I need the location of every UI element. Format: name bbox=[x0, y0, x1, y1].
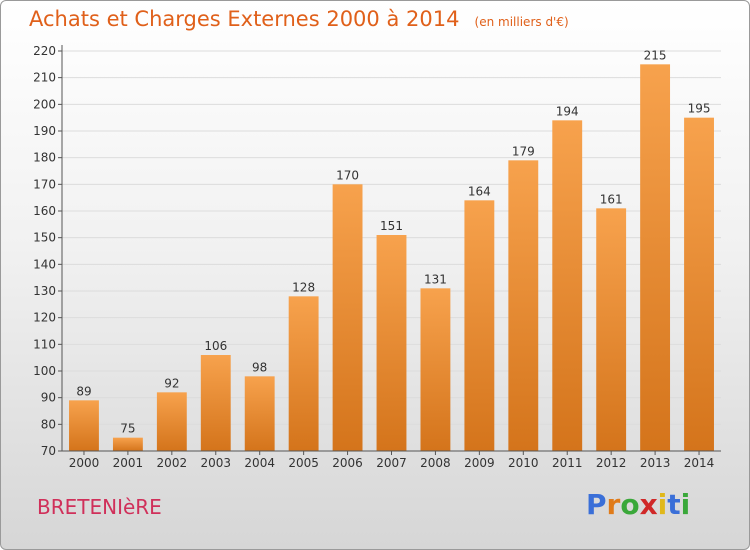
data-label: 195 bbox=[688, 102, 711, 116]
y-tick-label: 180 bbox=[33, 151, 56, 165]
x-tick-label: 2009 bbox=[464, 456, 495, 470]
y-tick-label: 210 bbox=[33, 71, 56, 85]
y-tick-label: 90 bbox=[41, 391, 56, 405]
data-label: 151 bbox=[380, 219, 403, 233]
data-label: 128 bbox=[292, 280, 315, 294]
axes bbox=[58, 45, 721, 455]
x-tick-label: 2003 bbox=[200, 456, 231, 470]
bar-2002 bbox=[156, 392, 187, 451]
x-tick-label: 2005 bbox=[288, 456, 319, 470]
bars bbox=[69, 64, 714, 452]
bar-2003 bbox=[200, 355, 231, 451]
data-label: 170 bbox=[336, 168, 359, 182]
y-tick-label: 190 bbox=[33, 124, 56, 138]
x-tick-label: 2000 bbox=[69, 456, 100, 470]
y-tick-label: 200 bbox=[33, 97, 56, 111]
logo-letter: o bbox=[620, 488, 640, 521]
y-tick-label: 120 bbox=[33, 311, 56, 325]
x-tick-label: 2004 bbox=[244, 456, 275, 470]
x-tick-label: 2013 bbox=[640, 456, 671, 470]
y-tick-label: 110 bbox=[33, 337, 56, 351]
y-tick-label: 100 bbox=[33, 364, 56, 378]
y-tick-label: 80 bbox=[41, 417, 56, 431]
location-label: BRETENIèRE bbox=[37, 495, 162, 519]
bar-2006 bbox=[332, 184, 363, 452]
y-tick-label: 150 bbox=[33, 231, 56, 245]
bar-2009 bbox=[464, 200, 495, 451]
y-tick-label: 170 bbox=[33, 177, 56, 191]
bar-2000 bbox=[69, 400, 99, 451]
data-label: 161 bbox=[600, 192, 623, 206]
bar-2005 bbox=[288, 296, 319, 451]
x-tick-label: 2011 bbox=[552, 456, 583, 470]
x-tick-label: 2002 bbox=[157, 456, 188, 470]
y-tick-label: 140 bbox=[33, 257, 56, 271]
x-tick-label: 2006 bbox=[332, 456, 363, 470]
x-tick-label: 2001 bbox=[113, 456, 144, 470]
logo-letter: i bbox=[657, 488, 668, 521]
y-tick-label: 70 bbox=[41, 444, 56, 458]
logo-letter: t bbox=[667, 488, 681, 521]
data-label: 75 bbox=[120, 422, 135, 436]
data-label: 194 bbox=[556, 104, 579, 118]
y-tick-label: 220 bbox=[33, 44, 56, 58]
logo-letter: i bbox=[680, 488, 691, 521]
bar-2001 bbox=[112, 437, 143, 451]
data-label: 179 bbox=[512, 144, 535, 158]
title-row: Achats et Charges Externes 2000 à 2014 (… bbox=[29, 7, 569, 31]
chart-title: Achats et Charges Externes 2000 à 2014 bbox=[29, 7, 460, 31]
x-tick-label: 2014 bbox=[684, 456, 715, 470]
y-tick-label: 130 bbox=[33, 284, 56, 298]
bar-2007 bbox=[376, 235, 407, 451]
data-label: 131 bbox=[424, 272, 447, 286]
bar-2013 bbox=[640, 64, 671, 452]
x-tick-label: 2007 bbox=[376, 456, 407, 470]
bar-2012 bbox=[596, 208, 627, 451]
labels: 7080901001101201301401501601701801902002… bbox=[33, 44, 714, 470]
proxiti-logo: Proxiti bbox=[586, 488, 690, 521]
y-tick-label: 160 bbox=[33, 204, 56, 218]
x-tick-label: 2012 bbox=[596, 456, 627, 470]
data-label: 98 bbox=[252, 360, 267, 374]
chart-unit: (en milliers d'€) bbox=[474, 15, 569, 29]
data-label: 164 bbox=[468, 184, 491, 198]
x-tick-label: 2008 bbox=[420, 456, 451, 470]
x-tick-label: 2010 bbox=[508, 456, 539, 470]
data-label: 89 bbox=[76, 384, 91, 398]
logo-letter: r bbox=[606, 488, 621, 521]
bar-2011 bbox=[552, 120, 583, 451]
bar-2010 bbox=[508, 160, 539, 452]
bar-2008 bbox=[420, 288, 451, 451]
logo-letter: P bbox=[586, 488, 607, 521]
data-label: 215 bbox=[644, 48, 667, 62]
bar-2004 bbox=[244, 376, 275, 451]
bar-2014 bbox=[684, 117, 714, 452]
logo-letter: x bbox=[639, 488, 658, 521]
data-label: 106 bbox=[204, 339, 227, 353]
data-label: 92 bbox=[164, 376, 179, 390]
